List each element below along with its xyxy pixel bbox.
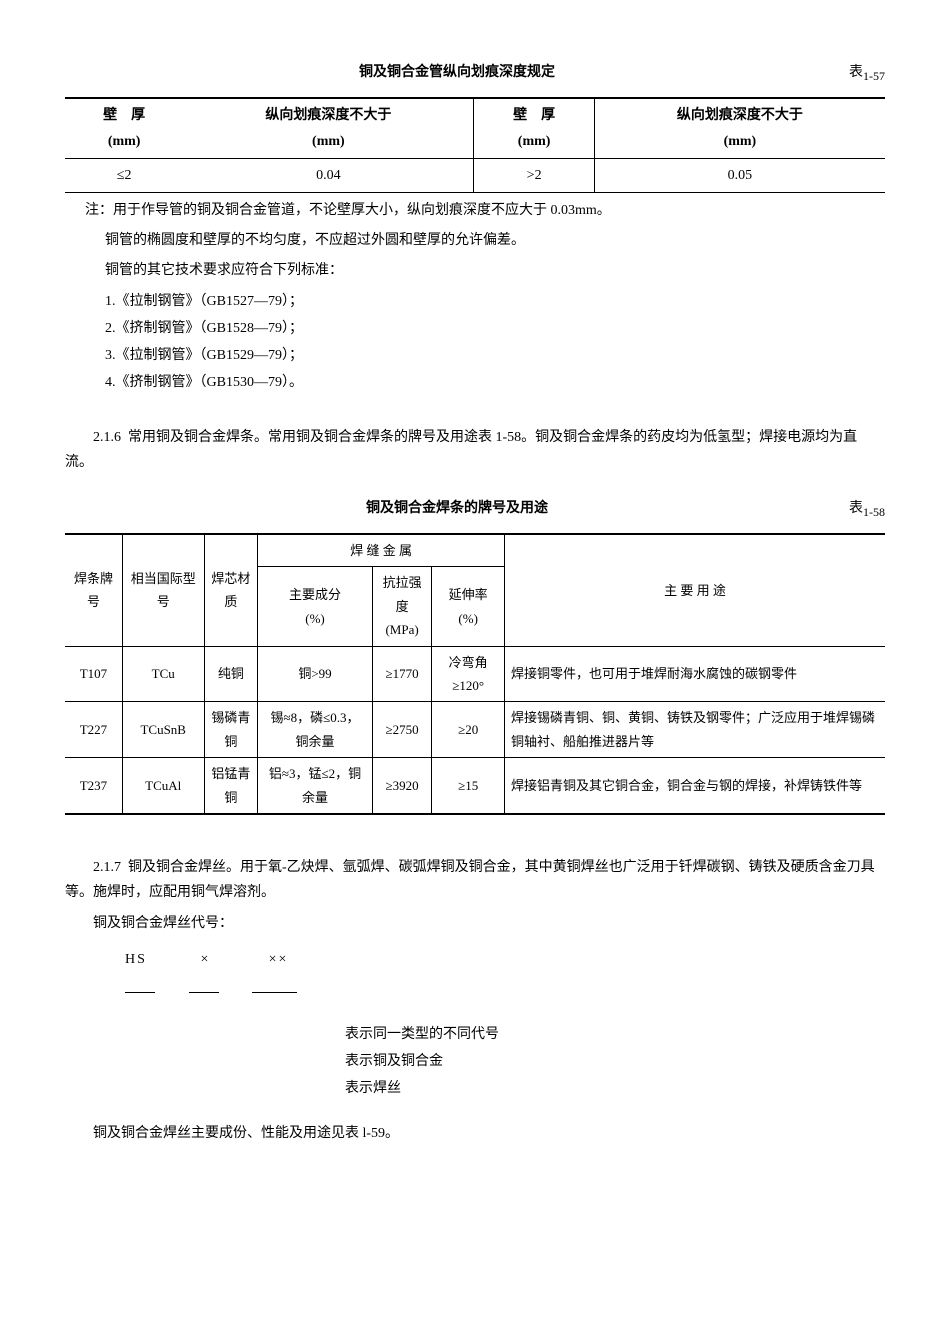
t2r1c3: 锡磷青铜	[204, 702, 258, 758]
t2-h5: 主 要 用 途	[504, 534, 885, 646]
t2r1c1: T227	[65, 702, 122, 758]
t2r0c1: T107	[65, 646, 122, 702]
t2r1c4: 锡≈8，磷≤0.3，铜余量	[258, 702, 373, 758]
note-2: 铜管的椭圆度和壁厚的不均匀度，不应超过外圆和壁厚的允许偏差。	[105, 228, 885, 253]
desc-line-3: 表示焊丝	[345, 1076, 885, 1101]
t1-h1: 壁 厚 (mm)	[65, 98, 183, 158]
t2-h4a: 主要成分 (%)	[258, 567, 373, 646]
code-hs: HS	[125, 947, 155, 972]
standard-1: 1.《拉制钢管》（GB1527—79）；	[105, 289, 885, 314]
t2r2c1: T237	[65, 758, 122, 814]
t2r0c2: TCu	[122, 646, 204, 702]
desc-line-2: 表示铜及铜合金	[345, 1049, 885, 1074]
table2-title-row: 铜及铜合金焊条的牌号及用途 表1-58	[65, 496, 885, 523]
t1-c2: 0.04	[183, 158, 474, 192]
t2r1c6: ≥20	[432, 702, 505, 758]
t2-h4c: 延伸率 (%)	[432, 567, 505, 646]
table1-title: 铜及铜合金管纵向划痕深度规定	[65, 60, 849, 85]
t2r1c7: 焊接锡磷青铜、铜、黄铜、铸铁及钢零件；广泛应用于堆焊锡磷铜轴衬、船舶推进器片等	[504, 702, 885, 758]
underline-marks	[125, 977, 885, 1002]
section-text: 常用铜及铜合金焊条。常用铜及铜合金焊条的牌号及用途表 1-58。铜及铜合金焊条的…	[65, 430, 857, 470]
t1-c3: >2	[474, 158, 594, 192]
code-descriptions: 表示同一类型的不同代号 表示铜及铜合金 表示焊丝	[345, 1022, 885, 1102]
section-num: 2.1.6	[93, 430, 121, 445]
t1-h4: 纵向划痕深度不大于 (mm)	[594, 98, 885, 158]
welding-rod-table: 焊条牌号 相当国际型号 焊芯材质 焊 缝 金 属 主 要 用 途 主要成分 (%…	[65, 533, 885, 815]
table1-title-row: 铜及铜合金管纵向划痕深度规定 表1-57	[65, 60, 885, 87]
standard-2: 2.《挤制钢管》（GB1528—79）；	[105, 316, 885, 341]
table-row: T227 TCuSnB 锡磷青铜 锡≈8，磷≤0.3，铜余量 ≥2750 ≥20…	[65, 702, 885, 758]
t2-h3: 焊芯材质	[204, 534, 258, 646]
t1-h2: 纵向划痕深度不大于 (mm)	[183, 98, 474, 158]
t1-c4: 0.05	[594, 158, 885, 192]
t2r1c5: ≥2750	[372, 702, 432, 758]
table2-title: 铜及铜合金焊条的牌号及用途	[65, 496, 849, 521]
t2r0c5: ≥1770	[372, 646, 432, 702]
table-row: T107 TCu 纯铜 铜>99 ≥1770 冷弯角≥120° 焊接铜零件，也可…	[65, 646, 885, 702]
table2-number: 表1-58	[849, 496, 885, 523]
t2r0c3: 纯铜	[204, 646, 258, 702]
standards-list: 1.《拉制钢管》（GB1527—79）； 2.《挤制钢管》（GB1528—79）…	[105, 289, 885, 396]
code-xx: ××	[256, 947, 301, 972]
t2r0c4: 铜>99	[258, 646, 373, 702]
t2r2c7: 焊接铝青铜及其它铜合金，铜合金与钢的焊接，补焊铸铁件等	[504, 758, 885, 814]
table-row: T237 TCuAl 铝锰青铜 铝≈3，锰≤2，铜余量 ≥3920 ≥15 焊接…	[65, 758, 885, 814]
t2-h2: 相当国际型号	[122, 534, 204, 646]
t2r0c6: 冷弯角≥120°	[432, 646, 505, 702]
note-3: 铜管的其它技术要求应符合下列标准：	[105, 258, 885, 283]
wire-code-notation: HS × ××	[125, 947, 885, 972]
underline-1	[125, 992, 155, 993]
last-paragraph: 铜及铜合金焊丝主要成份、性能及用途见表 l-59。	[65, 1121, 885, 1146]
t2r1c2: TCuSnB	[122, 702, 204, 758]
scratch-depth-table: 壁 厚 (mm) 纵向划痕深度不大于 (mm) 壁 厚 (mm) 纵向划痕深度不…	[65, 97, 885, 193]
section-2-1-7: 2.1.7铜及铜合金焊丝。用于氧-乙炔焊、氩弧焊、碳弧焊铜及铜合金，其中黄铜焊丝…	[65, 855, 885, 905]
standard-4: 4.《挤制钢管》（GB1530—79）。	[105, 370, 885, 395]
t1-c1: ≤2	[65, 158, 183, 192]
note-1: 注：用于作导管的铜及铜合金管道，不论壁厚大小，纵向划痕深度不应大于 0.03mm…	[85, 198, 885, 223]
t2r2c2: TCuAl	[122, 758, 204, 814]
underline-3	[252, 992, 297, 993]
standard-3: 3.《拉制钢管》（GB1529—79）；	[105, 343, 885, 368]
underline-2	[189, 992, 219, 993]
table-row: ≤2 0.04 >2 0.05	[65, 158, 885, 192]
wire-code-label: 铜及铜合金焊丝代号：	[65, 911, 885, 936]
code-x: ×	[191, 947, 221, 972]
t2r2c3: 铝锰青铜	[204, 758, 258, 814]
section-num: 2.1.7	[93, 860, 121, 875]
t2-h1: 焊条牌号	[65, 534, 122, 646]
t2r2c5: ≥3920	[372, 758, 432, 814]
table1-number: 表1-57	[849, 60, 885, 87]
t2r2c6: ≥15	[432, 758, 505, 814]
t2-h4: 焊 缝 金 属	[258, 534, 505, 567]
t1-h3: 壁 厚 (mm)	[474, 98, 594, 158]
section-2-1-6: 2.1.6常用铜及铜合金焊条。常用铜及铜合金焊条的牌号及用途表 1-58。铜及铜…	[65, 425, 885, 475]
desc-line-1: 表示同一类型的不同代号	[345, 1022, 885, 1047]
t2r2c4: 铝≈3，锰≤2，铜余量	[258, 758, 373, 814]
t2r0c7: 焊接铜零件，也可用于堆焊耐海水腐蚀的碳钢零件	[504, 646, 885, 702]
section-text: 铜及铜合金焊丝。用于氧-乙炔焊、氩弧焊、碳弧焊铜及铜合金，其中黄铜焊丝也广泛用于…	[65, 860, 875, 900]
t2-h4b: 抗拉强度 (MPa)	[372, 567, 432, 646]
